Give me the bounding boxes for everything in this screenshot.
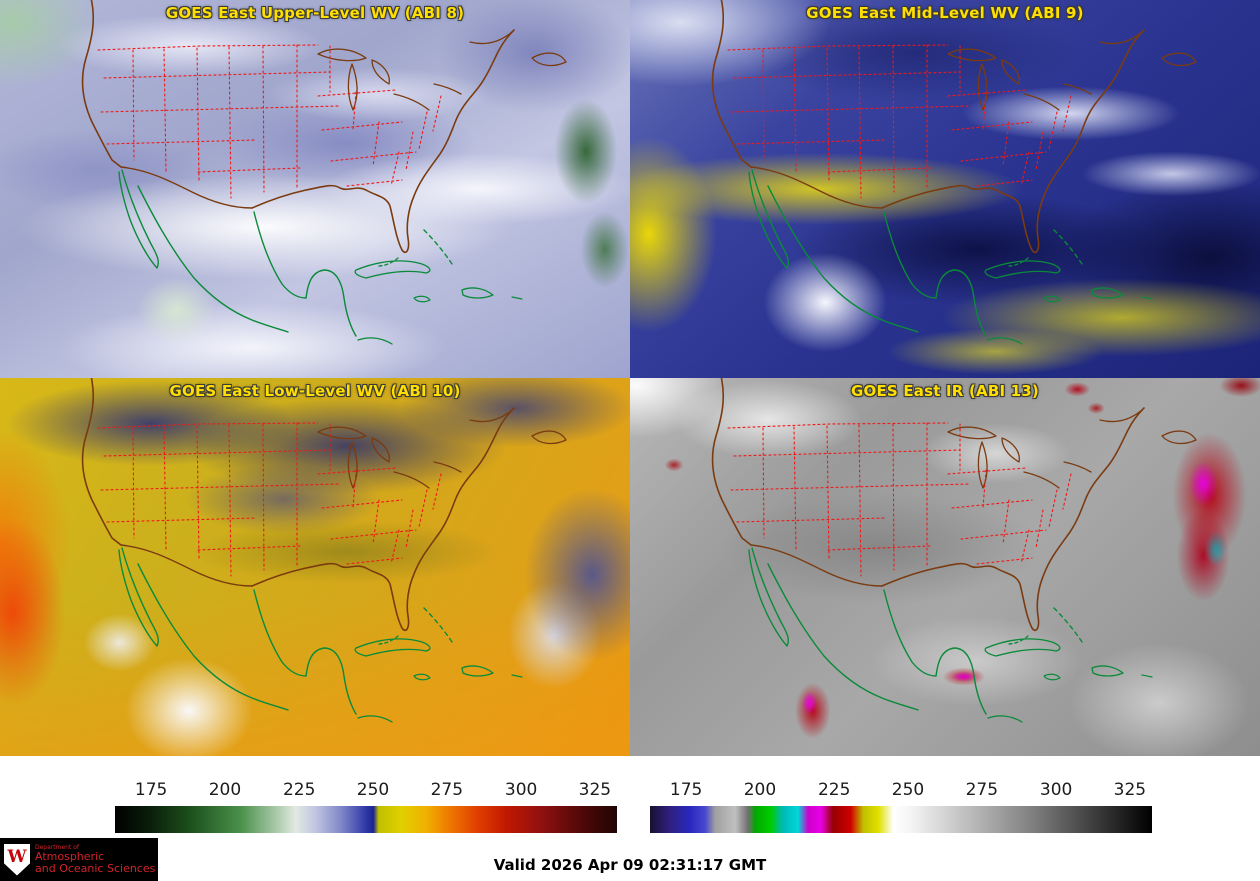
footer: 175 200 225 250 275 300 325 175 200 225 …: [0, 756, 1260, 881]
tick-label: 300: [504, 780, 538, 800]
wv-colorbar-ticks: 175 200 225 250 275 300 325: [115, 780, 617, 806]
logo-text: Department of Atmospheric and Oceanic Sc…: [35, 843, 156, 875]
tick-label: 325: [1113, 780, 1147, 800]
satellite-image-abi13: [630, 378, 1260, 756]
panel-ir: GOES East IR (ABI 13): [630, 378, 1260, 756]
tick-label: 175: [134, 780, 168, 800]
tick-label: 225: [817, 780, 851, 800]
uw-aos-logo: W Department of Atmospheric and Oceanic …: [0, 838, 158, 881]
panel-title-abi8: GOES East Upper-Level WV (ABI 8): [165, 4, 465, 22]
tick-label: 200: [743, 780, 777, 800]
wv-colorbar-gradient: [115, 806, 617, 833]
panel-title-abi9: GOES East Mid-Level WV (ABI 9): [806, 4, 1084, 22]
tick-label: 275: [430, 780, 464, 800]
panel-title-abi13: GOES East IR (ABI 13): [850, 382, 1039, 400]
wv-colorbar-block: 175 200 225 250 275 300 325: [115, 780, 617, 833]
logo-name-line2: and Oceanic Sciences: [35, 861, 156, 875]
tick-label: 250: [891, 780, 925, 800]
tick-label: 325: [578, 780, 612, 800]
panel-upper-level-wv: GOES East Upper-Level WV (ABI 8): [0, 0, 630, 378]
valid-time: Valid 2026 Apr 09 02:31:17 GMT: [493, 856, 767, 874]
ir-colorbar-ticks: 175 200 225 250 275 300 325: [650, 780, 1152, 806]
tick-label: 225: [282, 780, 316, 800]
tick-label: 175: [669, 780, 703, 800]
tick-label: 250: [356, 780, 390, 800]
panel-low-level-wv: GOES East Low-Level WV (ABI 10): [0, 378, 630, 756]
ir-colorbar-gradient: [650, 806, 1152, 833]
logo-name-line1: Atmospheric: [35, 850, 105, 864]
tick-label: 300: [1039, 780, 1073, 800]
tick-label: 200: [208, 780, 242, 800]
satellite-image-abi8: [0, 0, 630, 378]
tick-label: 275: [965, 780, 999, 800]
panel-grid: GOES East Upper-Level WV (ABI 8) GOES Ea…: [0, 0, 1260, 756]
satellite-image-abi10: [0, 378, 630, 756]
panel-mid-level-wv: GOES East Mid-Level WV (ABI 9): [630, 0, 1260, 378]
panel-title-abi10: GOES East Low-Level WV (ABI 10): [169, 382, 461, 400]
satellite-image-abi9: [630, 0, 1260, 378]
crest-letter: W: [7, 847, 27, 867]
logo-dept-line: Department of: [35, 843, 79, 851]
ir-colorbar-block: 175 200 225 250 275 300 325: [650, 780, 1152, 833]
